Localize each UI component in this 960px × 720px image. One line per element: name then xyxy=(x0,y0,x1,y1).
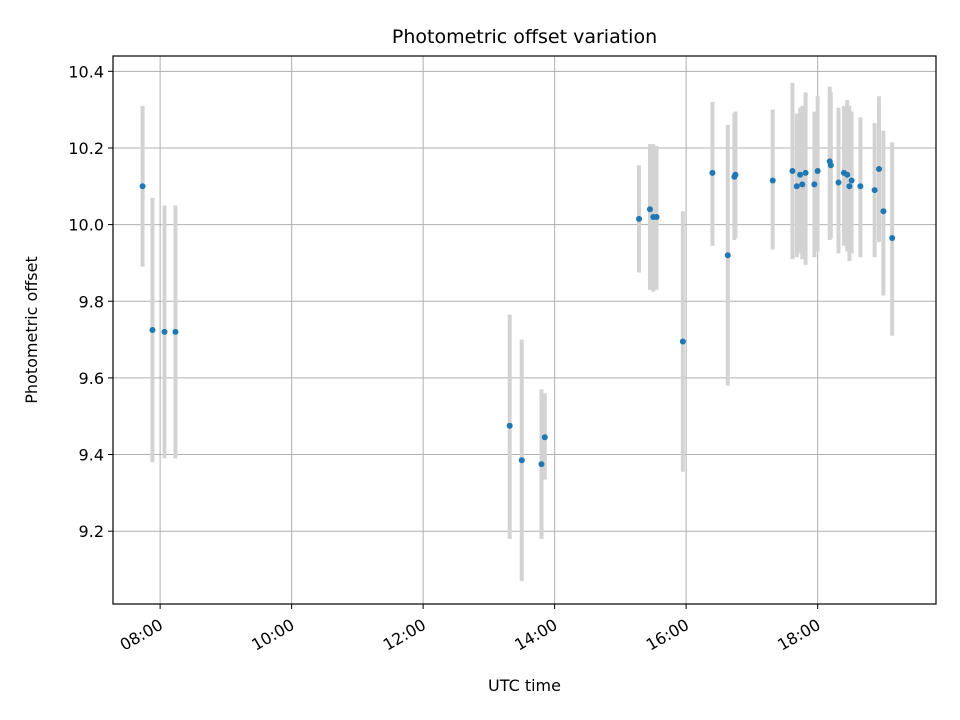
y-tick-label: 9.6 xyxy=(79,369,104,388)
plot-frame xyxy=(112,55,937,605)
data-point xyxy=(506,422,513,429)
y-tick-label: 9.8 xyxy=(79,292,104,311)
data-point xyxy=(679,338,686,345)
data-point xyxy=(802,169,809,176)
data-point xyxy=(835,179,842,186)
x-tick-label: 18:00 xyxy=(774,615,823,655)
data-point xyxy=(848,177,855,184)
y-tick-label: 10.2 xyxy=(68,139,104,158)
data-point xyxy=(541,434,548,441)
data-point xyxy=(871,187,878,194)
errorbar-layer xyxy=(140,82,895,582)
y-axis-label: Photometric offset xyxy=(22,256,41,404)
data-point xyxy=(793,183,800,190)
data-point xyxy=(880,208,887,215)
data-point xyxy=(814,167,821,174)
data-point xyxy=(518,457,525,464)
y-tick-label: 9.2 xyxy=(79,522,104,541)
data-point xyxy=(876,166,883,173)
data-point xyxy=(646,206,653,213)
data-point xyxy=(161,328,168,335)
y-tick-label: 10.0 xyxy=(68,216,104,235)
data-point xyxy=(653,213,660,220)
data-point xyxy=(139,183,146,190)
data-point xyxy=(769,177,776,184)
data-point xyxy=(889,235,896,242)
chart-title: Photometric offset variation xyxy=(392,26,657,48)
data-point xyxy=(172,328,179,335)
point-layer xyxy=(139,158,896,468)
data-point xyxy=(811,181,818,188)
x-tick-label: 16:00 xyxy=(643,615,692,655)
x-tick-label: 08:00 xyxy=(117,615,166,655)
y-tick-label: 10.4 xyxy=(68,62,104,81)
data-point xyxy=(827,162,834,169)
x-tick-label: 12:00 xyxy=(380,615,429,655)
data-point xyxy=(857,183,864,190)
x-ticks: 08:00 10:00 12:00 14:00 16:00 18:00 xyxy=(117,604,824,655)
data-point xyxy=(846,183,853,190)
data-point xyxy=(636,215,643,222)
x-tick-label: 14:00 xyxy=(511,615,560,655)
data-point xyxy=(724,252,731,259)
data-point xyxy=(799,181,806,188)
y-tick-label: 9.4 xyxy=(79,446,104,465)
data-point xyxy=(789,167,796,174)
data-point xyxy=(797,171,804,178)
data-point xyxy=(149,327,156,333)
data-point xyxy=(538,461,545,468)
x-axis-label: UTC time xyxy=(488,676,561,695)
data-point xyxy=(844,171,851,178)
data-point xyxy=(732,171,739,178)
y-ticks: 9.2 9.4 9.6 9.8 10.0 10.2 10.4 xyxy=(68,62,113,541)
data-point xyxy=(709,169,716,176)
x-tick-label: 10:00 xyxy=(248,615,297,655)
